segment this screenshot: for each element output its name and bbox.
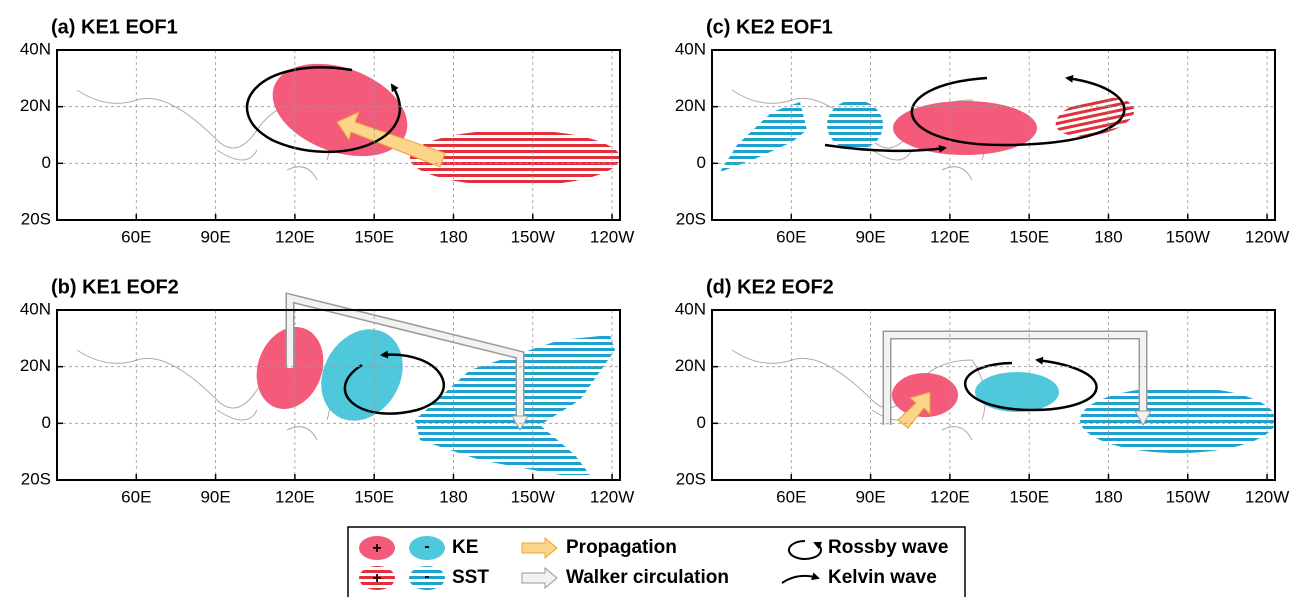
x-tick-label: 150E (1009, 487, 1049, 506)
y-tick-label: 20S (676, 209, 706, 228)
legend-minus: - (424, 568, 429, 585)
map-panel: (d) KE2 EOF2 60E 90E 120E 150E 180 150W 120W 40N… (675, 276, 1289, 506)
x-tick-label: 150W (511, 487, 555, 506)
y-tick-label: 40N (20, 299, 51, 318)
x-tick-label: 60E (121, 227, 151, 246)
panel-title: (b) KE1 EOF2 (51, 276, 179, 298)
legend-minus: - (424, 538, 429, 555)
x-tick-label: 180 (1094, 227, 1122, 246)
x-tick-label: 180 (439, 227, 467, 246)
x-tick-label: 180 (439, 487, 467, 506)
x-tick-label: 180 (1094, 487, 1122, 506)
panel-title: (a) KE1 EOF1 (51, 16, 178, 38)
y-tick-label: 40N (675, 39, 706, 58)
legend-propagation: Propagation (566, 537, 677, 558)
y-tick-label: 0 (697, 153, 706, 172)
legend-ke: KE (452, 537, 478, 558)
x-tick-label: 120E (930, 487, 970, 506)
legend: + - KE + - SST Propagation Walker circul… (348, 527, 965, 597)
y-tick-label: 0 (697, 413, 706, 432)
legend-sst: SST (452, 567, 489, 588)
y-tick-label: 40N (675, 299, 706, 318)
x-tick-label: 90E (855, 487, 885, 506)
legend-rossby: Rossby wave (828, 537, 948, 558)
sst-negative (1080, 387, 1276, 453)
x-tick-label: 120E (930, 227, 970, 246)
x-tick-label: 150W (1166, 227, 1210, 246)
x-tick-label: 90E (855, 227, 885, 246)
y-tick-label: 20S (676, 469, 706, 488)
y-tick-label: 0 (42, 153, 51, 172)
legend-walker: Walker circulation (566, 567, 729, 588)
sst-negative (827, 100, 883, 150)
y-tick-label: 40N (20, 39, 51, 58)
y-tick-label: 20S (21, 209, 51, 228)
y-tick-label: 20N (675, 356, 706, 375)
map-panel: (c) KE2 EOF1 60E 90E 120E 150E 180 150W 120W 40N… (675, 16, 1289, 246)
ke-positive (893, 101, 1037, 155)
x-tick-label: 60E (776, 227, 806, 246)
legend-kelvin: Kelvin wave (828, 567, 937, 588)
x-tick-label: 150W (511, 227, 555, 246)
x-tick-label: 120W (590, 227, 634, 246)
x-tick-label: 90E (200, 227, 230, 246)
map-panel: (b) KE1 EOF2 60E 90E 120E 150E 180 150W 120W 40N… (20, 276, 634, 506)
x-tick-label: 120E (275, 487, 315, 506)
x-tick-label: 120W (1245, 487, 1289, 506)
x-tick-label: 60E (121, 487, 151, 506)
x-tick-label: 60E (776, 487, 806, 506)
panel-title: (c) KE2 EOF1 (706, 16, 833, 38)
x-tick-label: 150E (1009, 227, 1049, 246)
y-tick-label: 0 (42, 413, 51, 432)
x-tick-label: 120E (275, 227, 315, 246)
legend-plus: + (372, 540, 381, 557)
panel-title: (d) KE2 EOF2 (706, 276, 834, 298)
y-tick-label: 20S (21, 469, 51, 488)
x-tick-label: 120W (1245, 227, 1289, 246)
legend-plus: + (372, 570, 381, 587)
x-tick-label: 90E (200, 487, 230, 506)
ke-negative (975, 372, 1059, 412)
map-panel: (a) KE1 EOF1 60E 90E 120E 150E 180 150W 120W 40N… (20, 16, 634, 246)
x-tick-label: 150E (354, 487, 394, 506)
y-tick-label: 20N (675, 96, 706, 115)
figure: (a) KE1 EOF1 60E 90E 120E 150E 180 150W 120W 40N… (0, 0, 1303, 597)
x-tick-label: 150W (1166, 487, 1210, 506)
y-tick-label: 20N (20, 356, 51, 375)
x-tick-label: 120W (590, 487, 634, 506)
x-tick-label: 150E (354, 227, 394, 246)
y-tick-label: 20N (20, 96, 51, 115)
